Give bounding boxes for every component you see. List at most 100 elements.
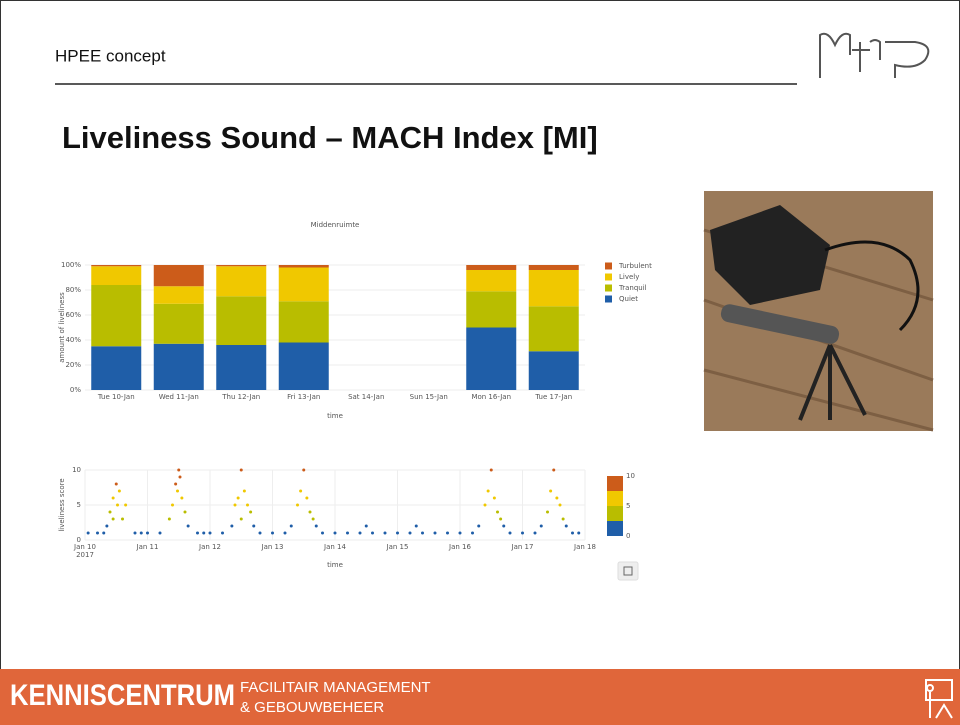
point	[133, 531, 137, 535]
colorbar-band	[607, 506, 623, 521]
point	[171, 503, 174, 507]
x-tick-label: Jan 12	[198, 543, 221, 551]
point	[196, 531, 199, 535]
point	[233, 503, 237, 507]
footer-band	[0, 669, 960, 725]
legend-swatch	[605, 284, 612, 292]
header: HPEE concept	[55, 46, 166, 65]
x-tick-label: Jan 17	[511, 543, 534, 551]
point	[371, 531, 374, 535]
point	[246, 503, 249, 507]
bar-segment	[528, 265, 579, 270]
point	[208, 531, 212, 535]
bar-segment	[278, 267, 329, 302]
point	[408, 531, 412, 535]
y-axis-label: liveliness score	[58, 478, 66, 531]
bar-segment	[466, 291, 517, 328]
point	[321, 531, 324, 535]
point	[239, 517, 243, 521]
point	[102, 531, 106, 535]
bar-segment	[528, 351, 579, 390]
footer-line: FACILITAIR MANAGEMENT	[240, 679, 431, 696]
point	[558, 503, 562, 507]
y-tick-label: 40%	[65, 336, 81, 344]
bar-segment	[466, 265, 517, 270]
point	[533, 531, 537, 535]
x-tick-label: Thu 12-Jan	[221, 393, 260, 401]
x-tick-label: Jan 14	[323, 543, 346, 551]
y-tick-label: 80%	[65, 286, 81, 294]
point	[496, 510, 499, 514]
point	[555, 496, 559, 500]
bar-segment	[528, 306, 579, 352]
point	[414, 524, 418, 528]
slide-title: Liveliness Sound – MACH Index [MI]	[62, 120, 598, 155]
point	[296, 503, 299, 507]
point	[492, 496, 496, 500]
point	[289, 524, 293, 528]
colorbar-band	[607, 521, 623, 536]
photo	[703, 191, 934, 432]
y-tick-label: 20%	[65, 361, 81, 369]
point	[305, 496, 309, 500]
x-tick-label: Sat 14-Jan	[348, 393, 384, 401]
bar-segment	[91, 265, 142, 267]
y-tick-label: 100%	[61, 261, 81, 269]
bar-segment	[91, 285, 142, 347]
y-tick-label: 0%	[70, 386, 81, 394]
chart-title: Middenruimte	[311, 221, 360, 229]
x-tick-label: Tue 10-Jan	[97, 393, 135, 401]
x-tick-label: Sun 15-Jan	[410, 393, 448, 401]
x-tick-label: Tue 17-Jan	[534, 393, 572, 401]
point	[477, 524, 481, 528]
point	[502, 524, 506, 528]
point	[111, 496, 115, 500]
point	[105, 524, 109, 528]
point	[539, 524, 543, 528]
point	[178, 475, 182, 479]
x-axis-label: time	[327, 412, 343, 420]
point	[183, 510, 187, 514]
x-axis-label: time	[327, 561, 343, 569]
bar-segment	[216, 345, 267, 390]
point	[236, 496, 240, 500]
x-tick-label: Fri 13-Jan	[287, 393, 320, 401]
legend-label: Quiet	[619, 295, 638, 303]
footer-brand: KENNISCENTRUM	[10, 679, 235, 712]
bar-segment	[466, 327, 517, 390]
x-tick-label: Wed 11-Jan	[159, 393, 199, 401]
x-year-label: 2017	[76, 551, 94, 559]
point	[146, 531, 149, 535]
y-tick-label: 10	[72, 466, 81, 474]
point	[96, 531, 99, 535]
bar-segment	[216, 265, 267, 267]
save-button[interactable]	[617, 561, 639, 581]
point	[117, 489, 121, 493]
point	[483, 503, 487, 507]
point	[242, 489, 246, 493]
colorbar-tick-label: 10	[626, 472, 635, 480]
point	[333, 531, 337, 535]
point	[121, 517, 124, 521]
x-tick-label: Jan 15	[386, 543, 409, 551]
point	[221, 531, 224, 535]
point	[271, 531, 274, 535]
x-tick-label: Jan 13	[261, 543, 284, 551]
point	[552, 468, 556, 472]
point	[433, 531, 437, 535]
point	[571, 531, 574, 535]
x-tick-label: Jan 18	[573, 543, 596, 551]
bar-segment	[91, 266, 142, 285]
y-tick-label: 5	[77, 501, 81, 509]
bar-segment	[278, 301, 329, 343]
point	[111, 517, 115, 521]
point	[230, 524, 234, 528]
point	[108, 510, 112, 514]
point	[311, 517, 315, 521]
point	[521, 531, 524, 535]
point	[180, 496, 184, 500]
point	[446, 531, 449, 535]
point	[564, 524, 568, 528]
bar-segment	[278, 342, 329, 390]
